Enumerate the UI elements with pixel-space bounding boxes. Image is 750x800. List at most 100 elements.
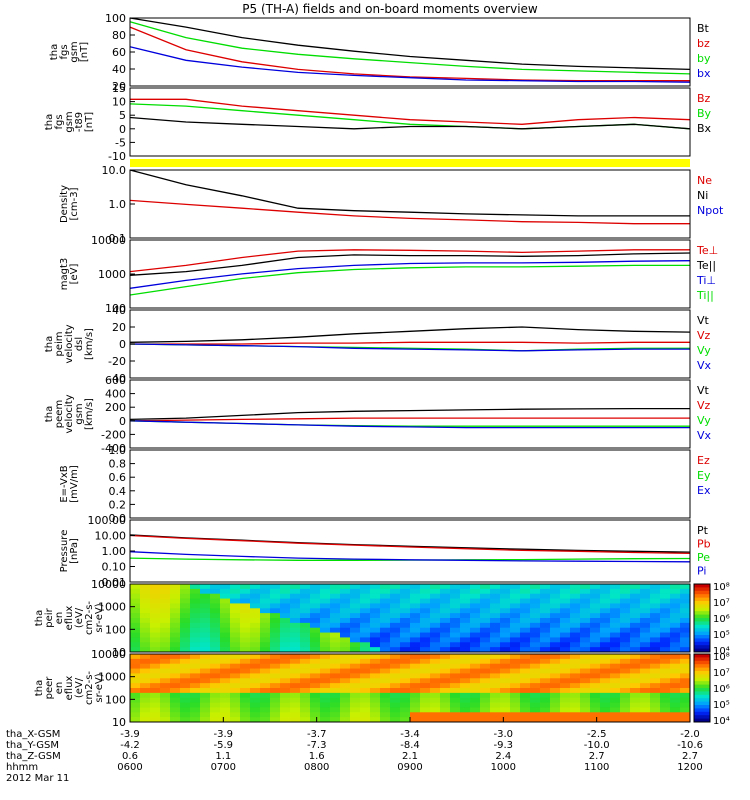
y-axis-label-line: cm2-s- [84, 601, 95, 635]
heatmap-cell [450, 717, 461, 723]
heatmap-cell [670, 654, 681, 660]
x-axis-value: -2.5 [587, 729, 607, 740]
colorbar-segment [694, 711, 710, 716]
heatmap-cell [520, 632, 531, 638]
y-axis-label-line: eflux [64, 606, 75, 631]
x-axis-value: -5.9 [214, 740, 234, 751]
heatmap-cell [200, 584, 211, 590]
heatmap-cell [640, 692, 651, 699]
heatmap-cell [440, 717, 451, 723]
heatmap-cell [430, 712, 441, 718]
heatmap-cell [410, 712, 421, 718]
y-tick-label: 1.0 [109, 444, 127, 457]
heatmap-cell [680, 632, 691, 638]
series-line-Vz [130, 341, 690, 345]
heatmap-cell [230, 598, 241, 604]
heatmap-cell [560, 658, 571, 665]
heatmap-cell [570, 688, 581, 694]
heatmap-cell [660, 697, 671, 704]
heatmap-cell [600, 588, 611, 595]
heatmap-cell [130, 688, 141, 694]
heatmap-cell [290, 637, 301, 643]
heatmap-cell [590, 588, 601, 595]
heatmap-cell [660, 707, 671, 713]
heatmap-cell [150, 683, 161, 689]
heatmap-cell [650, 717, 661, 723]
heatmap-cell [270, 688, 281, 694]
heatmap-cell [560, 702, 571, 708]
heatmap-cell [600, 627, 611, 634]
heatmap-cell [350, 707, 361, 713]
heatmap-cell [500, 688, 511, 694]
heatmap-cell [510, 622, 521, 629]
heatmap-cell [320, 647, 331, 653]
heatmap-cell [150, 712, 161, 718]
heatmap-cell [150, 692, 161, 699]
heatmap-cell [260, 678, 271, 684]
heatmap-cell [630, 593, 641, 600]
heatmap-cell [310, 702, 321, 708]
heatmap-cell [140, 598, 151, 604]
y-tick-label: 0 [119, 415, 126, 428]
heatmap-cell [600, 683, 611, 689]
heatmap-cell [530, 637, 541, 643]
heatmap-cell [420, 603, 431, 609]
colorbar-segment [694, 694, 710, 699]
heatmap-cell [640, 588, 651, 595]
heatmap-cell [300, 588, 311, 595]
heatmap-cell [580, 613, 591, 619]
heatmap-cell [160, 663, 171, 670]
heatmap-cell [590, 622, 601, 629]
heatmap-cell [310, 598, 321, 604]
heatmap-cell [670, 717, 681, 723]
heatmap-cell [180, 627, 191, 634]
heatmap-cell [260, 688, 271, 694]
heatmap-cell [610, 618, 621, 624]
heatmap-cell [490, 678, 501, 684]
y-axis-label-line: sr-eV) [94, 673, 105, 702]
heatmap-cell [400, 632, 411, 638]
heatmap-cell [540, 622, 551, 629]
heatmap-cell [610, 598, 621, 604]
heatmap-cell [140, 654, 151, 660]
heatmap-cell [430, 647, 441, 653]
heatmap-cell [540, 632, 551, 638]
heatmap-cell [250, 663, 261, 670]
heatmap-cell [400, 658, 411, 665]
colorbar-segment [694, 621, 710, 626]
heatmap-cell [150, 622, 161, 629]
heatmap-cell [470, 618, 481, 624]
y-tick-label: 10000 [91, 648, 126, 661]
heatmap-cell [580, 593, 591, 600]
heatmap-cell [610, 668, 621, 674]
x-axis-value: 1200 [677, 762, 702, 773]
heatmap-cell [380, 688, 391, 694]
heatmap-cell [670, 613, 681, 619]
heatmap-cell [480, 632, 491, 638]
heatmap-cell [270, 588, 281, 595]
heatmap-cell [570, 632, 581, 638]
heatmap-cell [380, 647, 391, 653]
heatmap-cell [330, 618, 341, 624]
heatmap-cell [150, 717, 161, 723]
heatmap-cell [300, 707, 311, 713]
heatmap-cell [300, 593, 311, 600]
heatmap-cell [390, 683, 401, 689]
heatmap-cell [500, 608, 511, 614]
heatmap-cell [530, 618, 541, 624]
heatmap-cell [600, 663, 611, 670]
heatmap-cell [610, 642, 621, 648]
heatmap-cell [580, 712, 591, 718]
heatmap-cell [140, 668, 151, 674]
heatmap-cell [480, 668, 491, 674]
heatmap-cell [640, 622, 651, 629]
y-axis-label-line: velocity [64, 394, 75, 433]
heatmap-cell [530, 642, 541, 648]
heatmap-cell [420, 637, 431, 643]
y-tick-label: 0.4 [109, 485, 127, 498]
heatmap-cell [360, 637, 371, 643]
heatmap-cell [480, 654, 491, 660]
heatmap-cell [490, 632, 501, 638]
heatmap-cell [610, 632, 621, 638]
heatmap-cell [270, 668, 281, 674]
